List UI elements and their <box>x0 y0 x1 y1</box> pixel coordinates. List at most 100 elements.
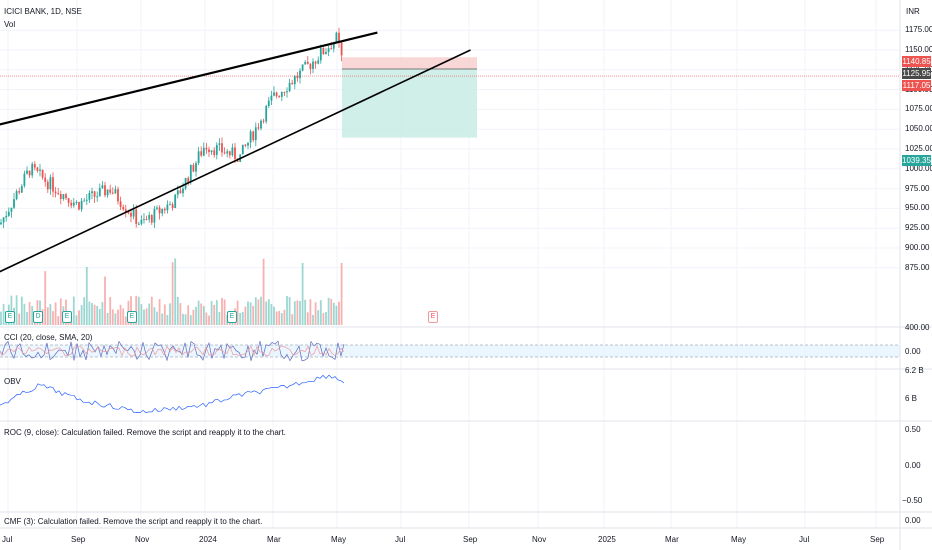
candle-body <box>54 191 57 194</box>
volume-bar <box>88 301 91 325</box>
grid-lines <box>0 0 900 528</box>
event-marker[interactable]: E <box>227 311 237 323</box>
volume-bar <box>215 300 218 325</box>
volume-bar <box>184 314 187 325</box>
volume-bar <box>340 262 343 325</box>
candle-body <box>52 177 54 192</box>
event-marker[interactable]: D <box>33 311 43 323</box>
candle-body <box>39 169 41 171</box>
volume-bar <box>111 309 114 325</box>
time-label: 2025 <box>598 535 616 544</box>
price-tick: 1025.00 <box>905 144 932 153</box>
volume-bar <box>260 296 262 325</box>
candle-body <box>325 51 327 55</box>
event-marker[interactable]: E <box>5 311 15 323</box>
candle-body <box>15 191 18 200</box>
volume-bar <box>150 296 153 325</box>
trendline <box>0 49 471 273</box>
volume-bar <box>182 313 184 325</box>
obv-label[interactable]: OBV <box>4 377 21 386</box>
candle-body <box>317 60 320 64</box>
volume-bar <box>80 305 83 325</box>
candle-body <box>301 64 304 71</box>
price-tick: 1000.00 <box>905 163 932 173</box>
candle-body <box>338 32 340 43</box>
volume-bar <box>72 296 75 325</box>
candle-body <box>244 144 247 146</box>
candle-body <box>23 173 26 187</box>
candle-body <box>265 106 268 122</box>
volume-bar <box>18 313 21 325</box>
candle-body <box>31 163 34 176</box>
candle-body <box>10 207 13 212</box>
candle-body <box>270 95 273 101</box>
volume-bars <box>0 258 343 325</box>
candle-body <box>20 186 23 193</box>
volume-bar <box>2 304 5 325</box>
candle-body <box>309 63 312 69</box>
candle-body <box>234 147 236 159</box>
volume-bar <box>262 258 265 325</box>
event-marker[interactable]: E <box>428 311 438 323</box>
roc-label[interactable]: ROC (9, close): Calculation failed. Remo… <box>4 428 286 437</box>
symbol-title[interactable]: ICICI BANK, 1D, NSE <box>4 7 82 16</box>
volume-bar <box>221 297 223 325</box>
candle-body <box>221 143 223 153</box>
volume-bar <box>205 312 208 325</box>
stop-loss-zone[interactable] <box>342 57 477 70</box>
candle-body <box>205 147 208 150</box>
candle-body <box>161 208 164 214</box>
event-marker[interactable]: E <box>62 311 72 323</box>
volume-bar <box>23 303 26 325</box>
volume-bar <box>176 296 179 325</box>
volume-bar <box>332 302 335 325</box>
volume-bar <box>137 296 140 325</box>
candle-body <box>98 188 101 197</box>
candle-body <box>122 207 125 210</box>
volume-bar <box>218 311 221 325</box>
volume-bar <box>197 300 200 325</box>
cci-pane <box>0 340 900 362</box>
candle-body <box>127 212 130 214</box>
candle-body <box>65 194 67 199</box>
volume-bar <box>166 314 169 325</box>
event-marker[interactable]: E <box>127 311 137 323</box>
price-badge: 1039.35 <box>902 155 931 166</box>
obv-pane <box>0 374 345 414</box>
volume-bar <box>26 312 28 325</box>
price-tick: 1150.00 <box>905 45 932 54</box>
candle-body <box>83 200 86 202</box>
candle-body <box>299 70 301 79</box>
volume-bar <box>241 312 244 325</box>
candle-body <box>257 127 260 129</box>
volume-bar <box>0 311 2 325</box>
candles <box>0 27 343 229</box>
candle-body <box>260 120 262 129</box>
candle-body <box>28 170 31 176</box>
trendlines[interactable] <box>0 31 471 274</box>
candle-body <box>254 127 257 141</box>
candle-body <box>262 120 265 122</box>
candle-body <box>286 91 288 93</box>
time-label: Sep <box>463 535 478 544</box>
cmf-label[interactable]: CMF (3): Calculation failed. Remove the … <box>4 517 263 526</box>
time-label: Nov <box>532 535 547 544</box>
volume-bar <box>130 296 132 325</box>
candle-body <box>80 200 83 210</box>
cci-label[interactable]: CCI (20, close, SMA, 20) <box>4 333 93 342</box>
candle-body <box>67 198 70 203</box>
candle-body <box>75 202 78 204</box>
candle-body <box>189 164 192 183</box>
candle-body <box>91 191 93 193</box>
candle-body <box>148 215 151 220</box>
volume-bar <box>322 313 325 325</box>
volume-bar <box>286 296 288 325</box>
candle-body <box>143 219 145 221</box>
candle-body <box>104 185 106 196</box>
volume-bar <box>78 310 80 325</box>
candle-body <box>327 48 330 52</box>
obv-tick-6-2b: 6.2 B <box>905 366 924 375</box>
target-zone[interactable] <box>342 69 477 138</box>
price-tick: 950.00 <box>905 203 930 213</box>
